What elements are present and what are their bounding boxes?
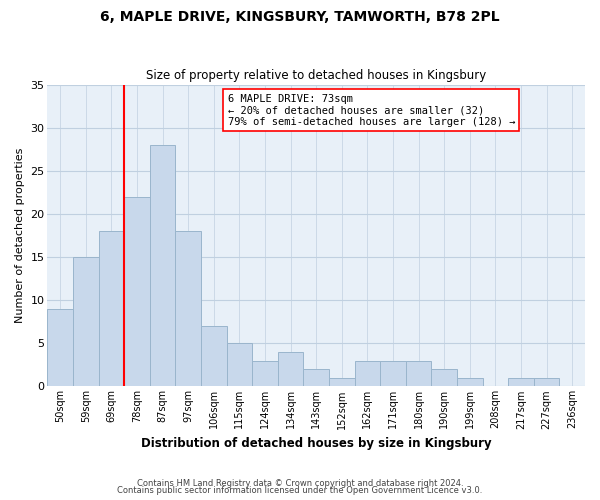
- Text: 6 MAPLE DRIVE: 73sqm
← 20% of detached houses are smaller (32)
79% of semi-detac: 6 MAPLE DRIVE: 73sqm ← 20% of detached h…: [227, 94, 515, 127]
- Bar: [431, 369, 457, 386]
- Bar: [534, 378, 559, 386]
- Bar: [73, 257, 98, 386]
- Bar: [355, 360, 380, 386]
- Bar: [47, 309, 73, 386]
- Bar: [406, 360, 431, 386]
- X-axis label: Distribution of detached houses by size in Kingsbury: Distribution of detached houses by size …: [141, 437, 491, 450]
- Text: Contains public sector information licensed under the Open Government Licence v3: Contains public sector information licen…: [118, 486, 482, 495]
- Bar: [457, 378, 482, 386]
- Y-axis label: Number of detached properties: Number of detached properties: [15, 148, 25, 323]
- Text: 6, MAPLE DRIVE, KINGSBURY, TAMWORTH, B78 2PL: 6, MAPLE DRIVE, KINGSBURY, TAMWORTH, B78…: [100, 10, 500, 24]
- Bar: [124, 196, 150, 386]
- Bar: [329, 378, 355, 386]
- Bar: [252, 360, 278, 386]
- Title: Size of property relative to detached houses in Kingsbury: Size of property relative to detached ho…: [146, 69, 487, 82]
- Bar: [227, 344, 252, 386]
- Bar: [304, 369, 329, 386]
- Bar: [150, 145, 175, 386]
- Bar: [98, 231, 124, 386]
- Text: Contains HM Land Registry data © Crown copyright and database right 2024.: Contains HM Land Registry data © Crown c…: [137, 478, 463, 488]
- Bar: [175, 231, 201, 386]
- Bar: [380, 360, 406, 386]
- Bar: [508, 378, 534, 386]
- Bar: [201, 326, 227, 386]
- Bar: [278, 352, 304, 386]
